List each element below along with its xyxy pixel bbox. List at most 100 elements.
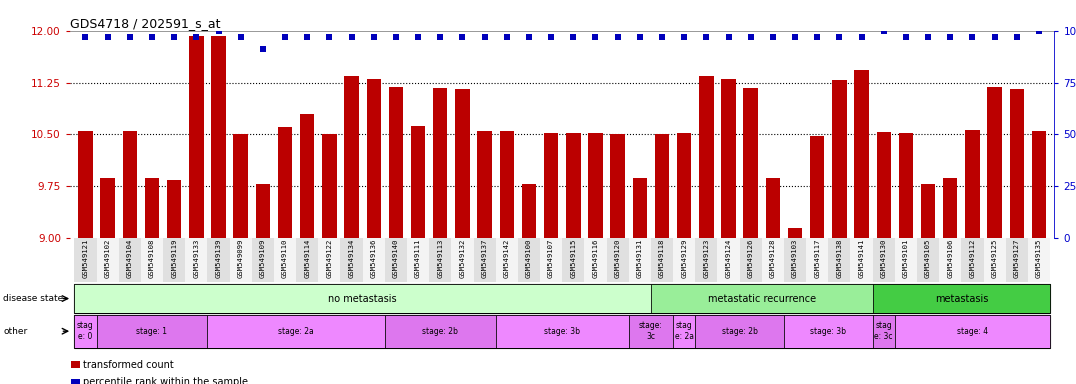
Bar bbox=[118, 238, 141, 282]
Bar bbox=[562, 238, 584, 282]
Text: GSM549117: GSM549117 bbox=[815, 239, 820, 278]
Bar bbox=[79, 131, 93, 238]
Text: GSM549124: GSM549124 bbox=[725, 239, 732, 278]
Bar bbox=[340, 238, 363, 282]
Bar bbox=[296, 238, 318, 282]
Text: GSM549121: GSM549121 bbox=[83, 239, 88, 278]
Bar bbox=[610, 134, 625, 238]
Text: GSM549104: GSM549104 bbox=[127, 239, 132, 278]
Bar bbox=[917, 238, 939, 282]
Bar bbox=[810, 136, 824, 238]
Bar bbox=[784, 238, 806, 282]
Bar bbox=[850, 238, 873, 282]
Bar bbox=[873, 238, 895, 282]
Point bbox=[76, 34, 94, 40]
Bar bbox=[208, 315, 385, 348]
Point bbox=[187, 34, 204, 40]
Bar bbox=[744, 88, 758, 238]
Bar bbox=[478, 131, 492, 238]
Bar bbox=[1006, 238, 1028, 282]
Bar bbox=[363, 238, 385, 282]
Text: stage: 4: stage: 4 bbox=[957, 327, 988, 336]
Text: GSM549110: GSM549110 bbox=[282, 239, 288, 278]
Bar bbox=[367, 79, 381, 238]
Bar bbox=[145, 178, 159, 238]
Text: GSM549127: GSM549127 bbox=[1014, 239, 1020, 278]
Bar bbox=[74, 284, 651, 313]
Point bbox=[565, 34, 582, 40]
Text: GSM549105: GSM549105 bbox=[925, 239, 931, 278]
Text: GSM549141: GSM549141 bbox=[859, 239, 864, 278]
Bar bbox=[141, 238, 164, 282]
Text: GSM549130: GSM549130 bbox=[881, 239, 887, 278]
Text: GSM549129: GSM549129 bbox=[681, 239, 688, 278]
Text: GSM549118: GSM549118 bbox=[659, 239, 665, 278]
Text: GSM549113: GSM549113 bbox=[437, 239, 443, 278]
Point bbox=[521, 34, 538, 40]
Point bbox=[454, 34, 471, 40]
Point bbox=[99, 34, 116, 40]
Bar bbox=[788, 228, 803, 238]
Bar bbox=[651, 238, 674, 282]
Text: GSM549125: GSM549125 bbox=[992, 239, 997, 278]
Bar bbox=[739, 238, 762, 282]
Bar bbox=[97, 238, 118, 282]
Bar bbox=[655, 134, 669, 238]
Text: GSM549131: GSM549131 bbox=[637, 239, 642, 278]
Text: stage: 3b: stage: 3b bbox=[544, 327, 580, 336]
Bar bbox=[318, 238, 340, 282]
Text: stage: 3b: stage: 3b bbox=[810, 327, 847, 336]
Bar bbox=[1028, 238, 1050, 282]
Text: GDS4718 / 202591_s_at: GDS4718 / 202591_s_at bbox=[70, 17, 221, 30]
Point bbox=[875, 28, 892, 34]
Point bbox=[609, 34, 626, 40]
Bar bbox=[873, 315, 895, 348]
Point bbox=[343, 34, 360, 40]
Text: disease state: disease state bbox=[3, 294, 63, 303]
Text: GSM549140: GSM549140 bbox=[393, 239, 399, 278]
Point bbox=[653, 34, 670, 40]
Bar bbox=[167, 180, 182, 238]
Bar bbox=[674, 315, 695, 348]
Point bbox=[853, 34, 870, 40]
Bar bbox=[766, 178, 780, 238]
Point bbox=[942, 34, 959, 40]
Bar bbox=[344, 76, 358, 238]
Bar bbox=[256, 184, 270, 238]
Bar bbox=[677, 133, 692, 238]
Bar bbox=[388, 88, 404, 238]
Bar bbox=[854, 70, 868, 238]
Bar bbox=[695, 238, 718, 282]
Text: GSM549101: GSM549101 bbox=[903, 239, 909, 278]
Bar bbox=[718, 238, 739, 282]
Bar bbox=[877, 132, 891, 238]
Point bbox=[210, 28, 227, 34]
Point bbox=[697, 34, 714, 40]
Point bbox=[808, 34, 825, 40]
Bar bbox=[628, 238, 651, 282]
Point bbox=[387, 34, 405, 40]
Point bbox=[542, 34, 560, 40]
Text: stage:
3c: stage: 3c bbox=[639, 321, 663, 341]
Bar bbox=[518, 238, 540, 282]
Bar bbox=[829, 238, 850, 282]
Point bbox=[143, 34, 160, 40]
Text: GSM549115: GSM549115 bbox=[570, 239, 577, 278]
Text: stag
e: 0: stag e: 0 bbox=[77, 321, 94, 341]
Text: GSM549128: GSM549128 bbox=[769, 239, 776, 278]
Bar bbox=[229, 238, 252, 282]
Bar bbox=[895, 238, 917, 282]
Bar bbox=[164, 238, 185, 282]
Text: GSM549123: GSM549123 bbox=[704, 239, 709, 278]
Bar bbox=[628, 315, 674, 348]
Bar bbox=[584, 238, 607, 282]
Text: no metastasis: no metastasis bbox=[328, 293, 397, 304]
Bar bbox=[74, 238, 97, 282]
Text: GSM549108: GSM549108 bbox=[148, 239, 155, 278]
Text: GSM549119: GSM549119 bbox=[171, 239, 178, 278]
Text: stage: 1: stage: 1 bbox=[137, 327, 168, 336]
Bar bbox=[100, 178, 115, 238]
Text: GSM549135: GSM549135 bbox=[1036, 239, 1042, 278]
Text: other: other bbox=[3, 327, 28, 336]
Point bbox=[410, 34, 427, 40]
